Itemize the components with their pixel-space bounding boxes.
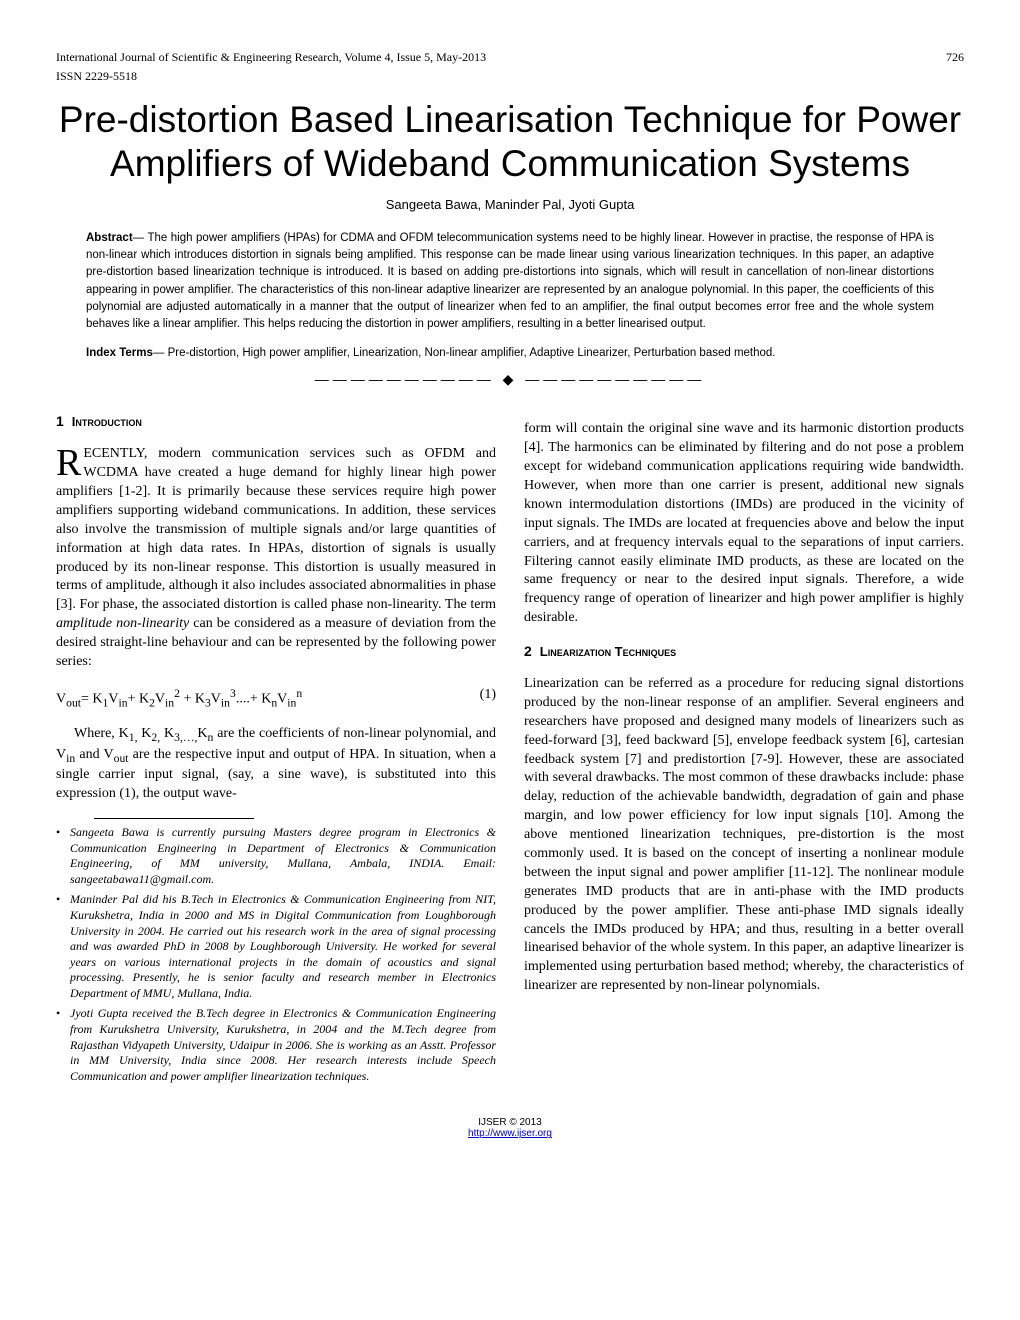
footnote-2: Maninder Pal did his B.Tech in Electroni… — [56, 892, 496, 1001]
index-terms: Index Terms— Pre-distortion, High power … — [86, 347, 934, 359]
index-terms-label: Index Terms — [86, 347, 153, 359]
section-2-heading: 2 Linearization Techniques — [524, 642, 964, 661]
equation-num: (1) — [480, 686, 496, 711]
p1-italic: amplitude non-linearity — [56, 616, 189, 631]
dropcap: R — [56, 445, 83, 479]
footnote-3: Jyoti Gupta received the B.Tech degree i… — [56, 1006, 496, 1084]
section-divider: —————————— ◆ —————————— — [56, 371, 964, 388]
journal-header: International Journal of Scientific & En… — [56, 50, 486, 65]
section-1-num: 1 — [56, 413, 64, 429]
section-1-p3: form will contain the original sine wave… — [524, 420, 964, 628]
copyright: IJSER © 2013 — [56, 1117, 964, 1128]
left-column: 1 Introduction RECENTLY, modern communica… — [56, 406, 496, 1089]
authors: Sangeeta Bawa, Maninder Pal, Jyoti Gupta — [56, 197, 964, 212]
equation-body: Vout= K1Vin+ K2Vin2 + K3Vin3....+ KnVinn — [56, 686, 302, 711]
section-1-heading: 1 Introduction — [56, 412, 496, 431]
footnotes: Sangeeta Bawa is currently pursuing Mast… — [56, 825, 496, 1085]
section-1-p1: RECENTLY, modern communication services … — [56, 445, 496, 672]
index-terms-text: — Pre-distortion, High power amplifier, … — [153, 347, 776, 359]
paper-title: Pre-distortion Based Linearisation Techn… — [56, 98, 964, 187]
footer-url[interactable]: http://www.ijser.org — [468, 1128, 552, 1139]
page-footer: IJSER © 2013 http://www.ijser.org — [56, 1117, 964, 1139]
footnote-separator — [94, 818, 254, 819]
right-column: form will contain the original sine wave… — [524, 406, 964, 1089]
section-2-p1: Linearization can be referred as a proce… — [524, 675, 964, 996]
issn: ISSN 2229-5518 — [56, 69, 964, 84]
abstract: Abstract— The high power amplifiers (HPA… — [86, 230, 934, 334]
section-2-title: Linearization Techniques — [540, 644, 676, 659]
section-2-num: 2 — [524, 643, 532, 659]
section-1-p2: Where, K1, K2, K3,…,Kn are the coefficie… — [56, 725, 496, 804]
footnote-1: Sangeeta Bawa is currently pursuing Mast… — [56, 825, 496, 887]
equation-1: Vout= K1Vin+ K2Vin2 + K3Vin3....+ KnVinn… — [56, 686, 496, 711]
section-1-title: Introduction — [72, 414, 142, 429]
abstract-label: Abstract — [86, 232, 133, 244]
p1-text: ECENTLY, modern communication services s… — [56, 446, 496, 612]
page-number: 726 — [946, 50, 964, 65]
abstract-text: — The high power amplifiers (HPAs) for C… — [86, 232, 934, 330]
